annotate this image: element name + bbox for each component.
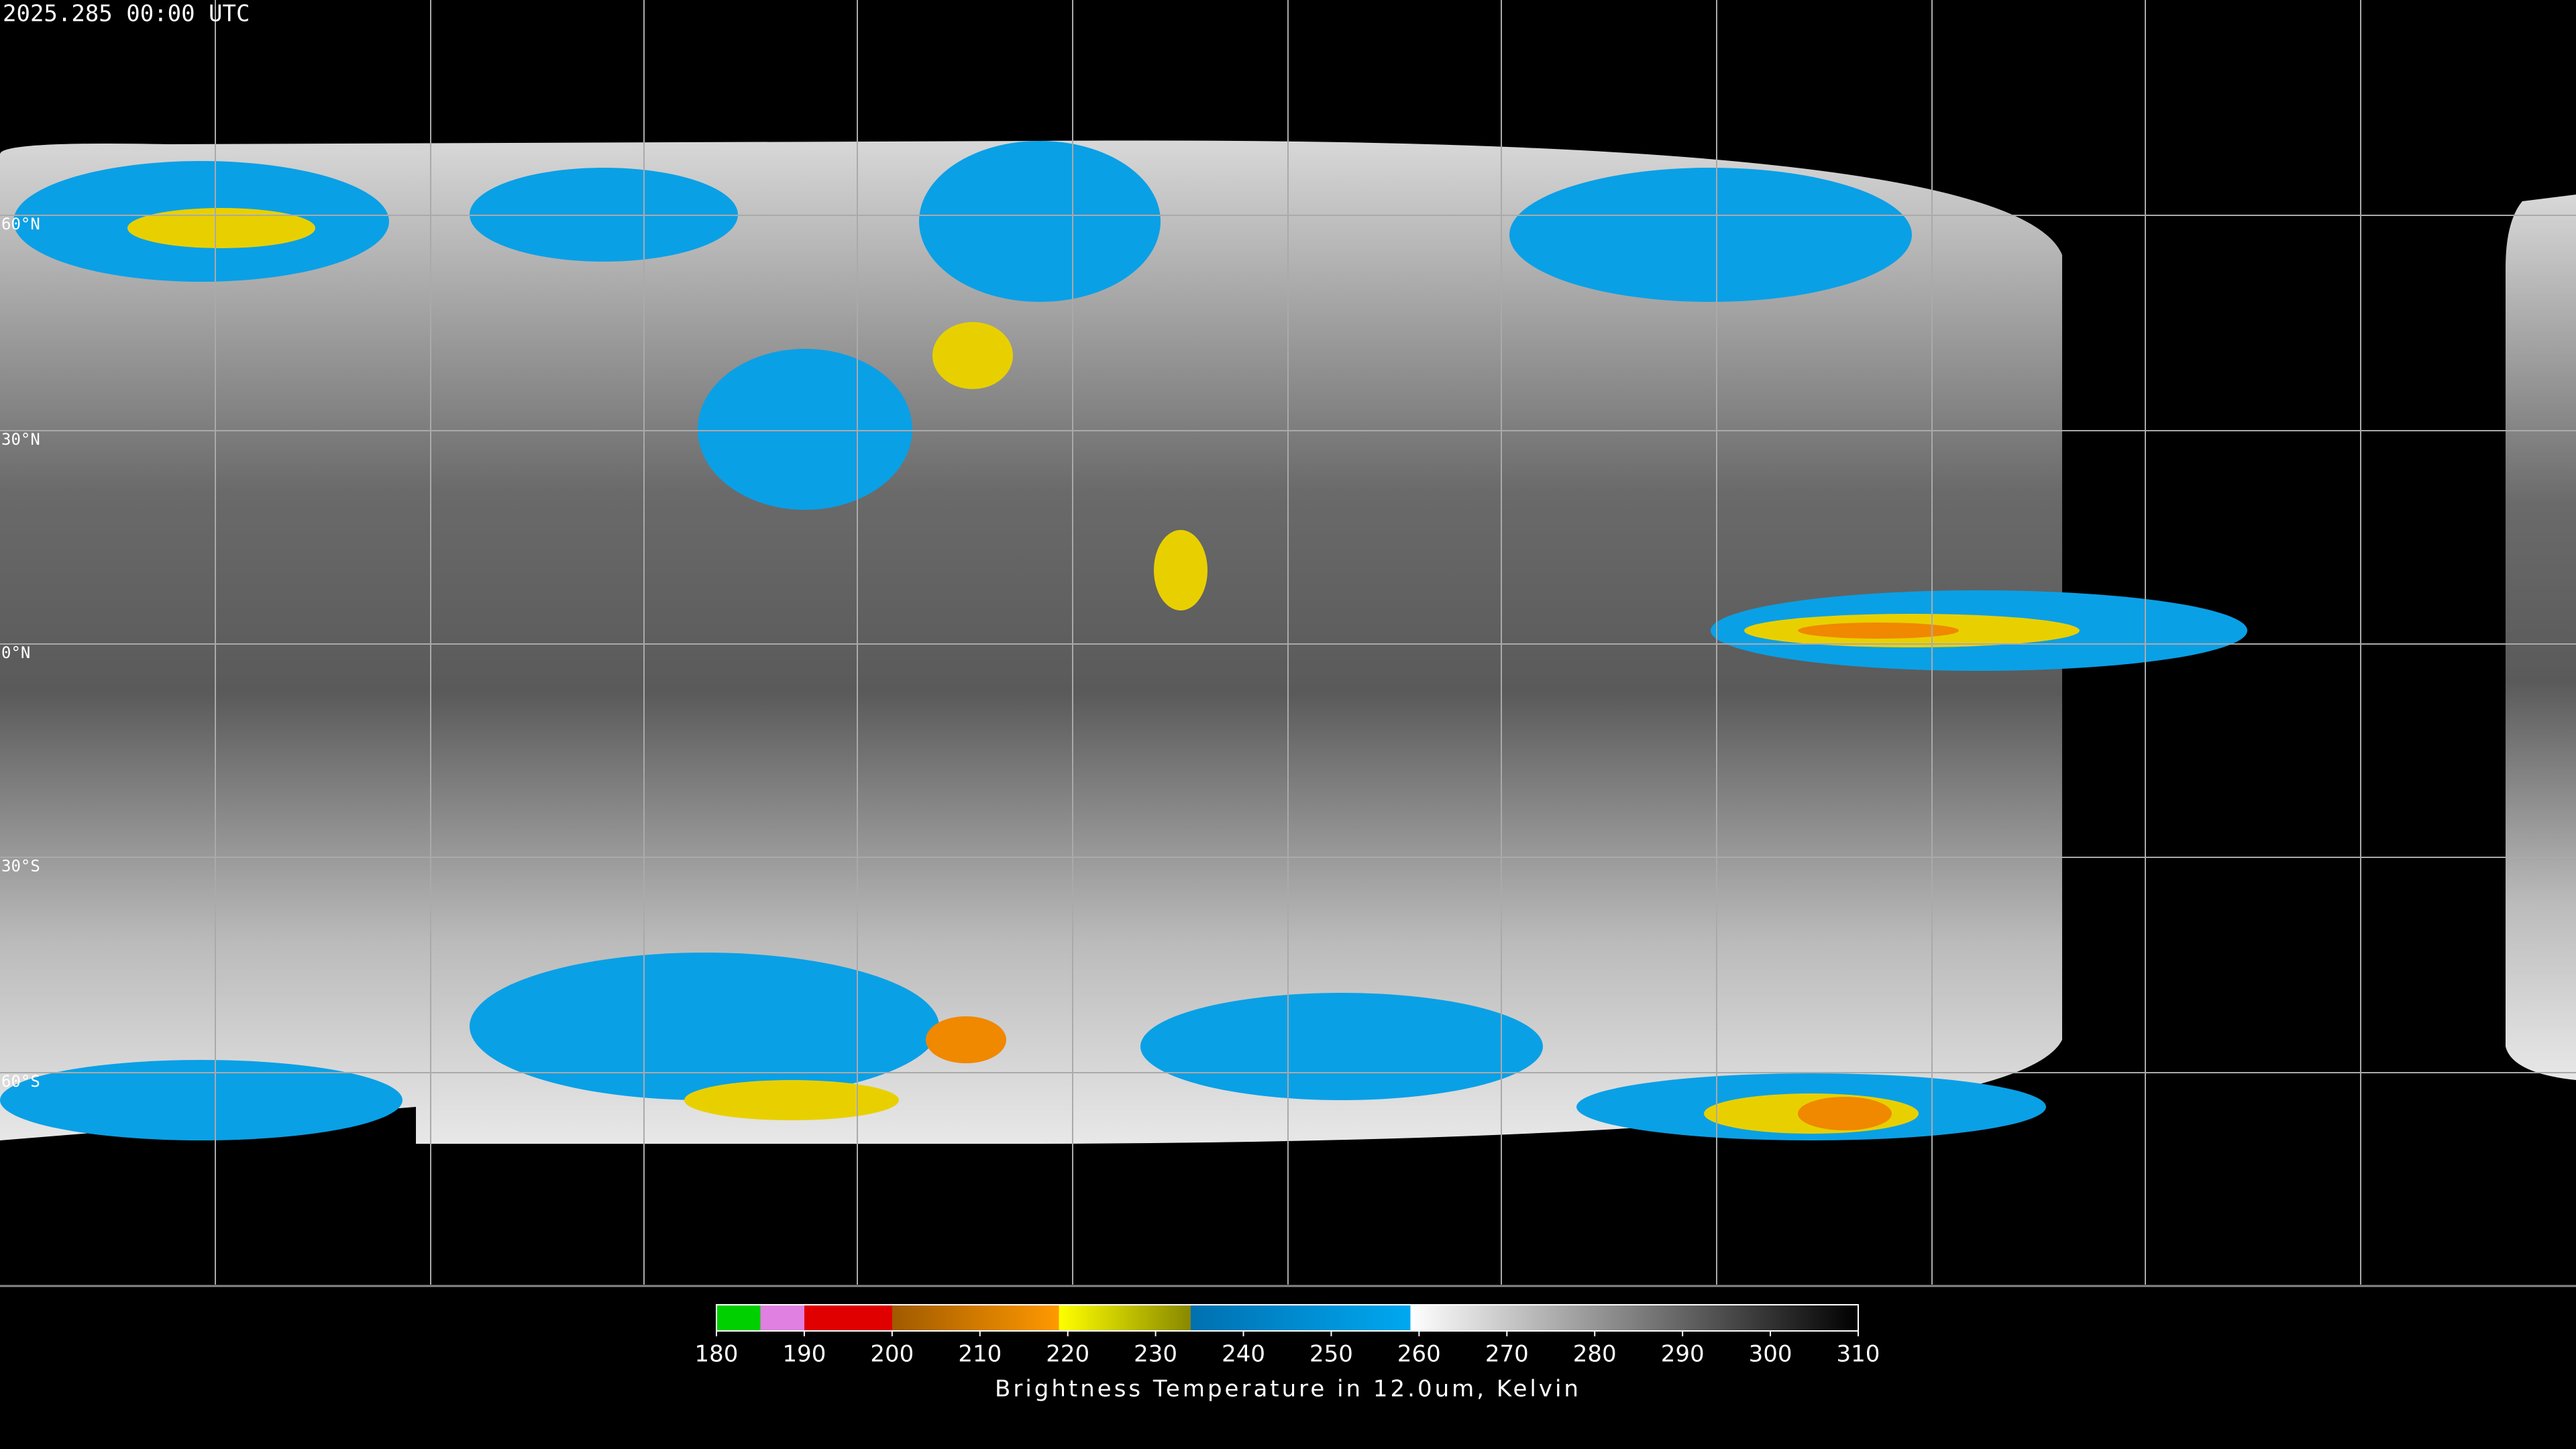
lat-label: 60°N [1,215,40,233]
colorbar-ramp [716,1304,1859,1332]
colorbar-tick-label: 190 [782,1341,826,1368]
ir-imagery-wrap [2506,195,2576,1080]
colorbar-tick-label: 220 [1046,1341,1089,1368]
colorbar-tick-label: 310 [1837,1341,1880,1368]
cold-cloud-orange [926,623,1959,1130]
ir-imagery [0,140,2062,1144]
lat-label: 0°N [1,643,30,662]
colorbar-tick-label: 300 [1749,1341,1792,1368]
lat-label: 30°N [1,430,40,449]
colorbar-tick-label: 180 [695,1341,739,1368]
colorbar-tick-label: 260 [1397,1341,1441,1368]
colorbar-tick-label: 200 [870,1341,914,1368]
colorbar: 180 190 200 210 220 230 240 250 260 270 280 290 300 3… [695,1304,1880,1368]
timestamp: 2025.285 00:00 UTC [3,1,250,28]
colorbar-tick-label: 230 [1134,1341,1177,1368]
colorbar-tick-label: 270 [1485,1341,1529,1368]
colorbar-tick-label: 250 [1309,1341,1353,1368]
colorbar-tick-label: 290 [1661,1341,1705,1368]
colorbar-label: Brightness Temperature in 12.0um, Kelvin [995,1376,1581,1403]
lat-labels: 60°N 30°N 0°N 30°S 60°S [1,215,40,1091]
graticule [0,0,2576,1285]
colorbar-tick-label: 210 [958,1341,1002,1368]
lat-label: 30°S [1,857,40,875]
colorbar-tick-label: 240 [1222,1341,1265,1368]
lat-label: 60°S [1,1072,40,1091]
colorbar-tick-label: 280 [1573,1341,1617,1368]
